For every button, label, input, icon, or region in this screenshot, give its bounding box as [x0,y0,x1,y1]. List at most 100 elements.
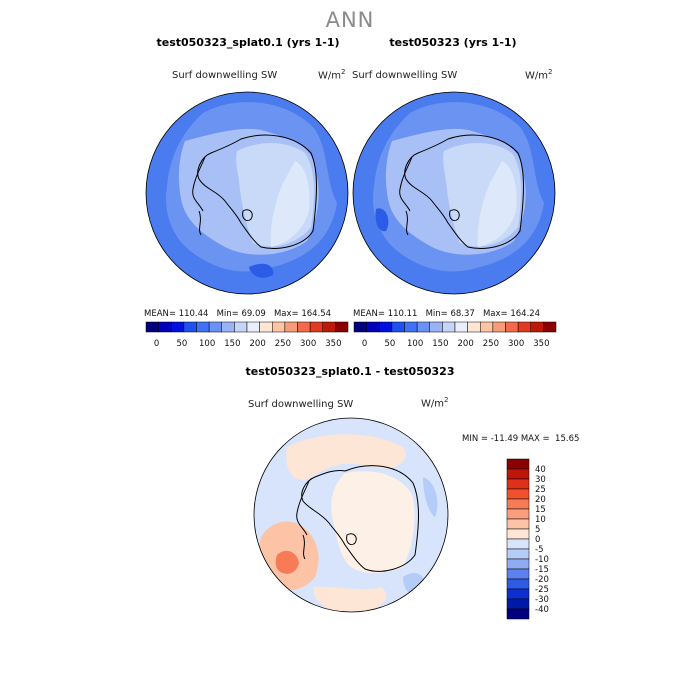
colorbar-tick-label: 0 [535,535,540,545]
colorbar-tick-label: 200 [458,339,474,349]
colorbar-tick-label: -10 [535,555,549,565]
colorbar-tick-label: 15 [535,505,546,515]
panel-1-units: W/m2 [318,68,346,82]
colorbar-swatch [297,321,311,333]
panel-2-units: W/m2 [525,68,553,82]
colorbar-swatch [492,321,506,333]
colorbar-swatch [221,321,235,333]
colorbar-swatch [506,568,530,580]
colorbar-tick-label: 300 [508,339,524,349]
colorbar-tick-label: 30 [535,475,546,485]
colorbar-swatch [506,588,530,600]
figure-title: ANN [325,8,375,32]
colorbar-tick-label: 100 [199,339,215,349]
antarctica-coastline [301,465,419,572]
ice-shelf [346,533,357,546]
diff-panel-title: test050323_splat0.1 - test050323 [245,365,455,378]
colorbar-swatch [506,498,530,510]
antarctic-peninsula [296,480,310,560]
colorbar-swatch [322,321,336,333]
colorbar-swatch [506,468,530,480]
colorbar-swatch [404,321,418,333]
colorbar-tick-label: 100 [407,339,423,349]
panel-1-field-label: Surf downwelling SW [172,70,278,81]
colorbar-tick-label: 150 [432,339,448,349]
colorbar-tick-label: 0 [362,339,367,349]
diff-field-positive [313,586,387,612]
colorbar-swatch [429,321,443,333]
colorbar-tick-label: 5 [535,525,540,535]
colorbar-swatch [158,321,172,333]
colorbar-swatch [506,518,530,530]
colorbar-swatch [506,608,530,620]
colorbar-tick-label: 300 [300,339,316,349]
panel-2-title: test050323 (yrs 1-1) [389,36,517,49]
colorbar-tick-label: 40 [535,465,546,475]
colorbar-swatch [506,538,530,550]
diff-field-label: Surf downwelling SW [248,399,354,410]
colorbar-tick-label: 50 [176,339,187,349]
colorbar-tick-label: -20 [535,575,549,585]
colorbar-swatch [506,478,530,490]
low-sw-patch [375,208,389,232]
panel-1-stats: MEAN= 110.44 Min= 69.09 Max= 164.54 [144,309,332,319]
colorbar-swatch [246,321,260,333]
colorbar-swatch [506,558,530,570]
colorbar-swatch [517,321,531,333]
panel-2-map-border [352,91,556,295]
colorbar-swatch [171,321,185,333]
shortwave-field-max [477,161,517,247]
panel-1-map [145,91,349,295]
colorbar-swatch [506,528,530,540]
diff-map-border [253,417,449,613]
colorbar-swatch [480,321,494,333]
colorbar-tick-label: 250 [275,339,291,349]
colorbar-swatch [506,458,530,470]
colorbar-swatch [506,578,530,590]
colorbar-swatch [234,321,248,333]
colorbar-tick-label: 25 [535,485,546,495]
diff-map [253,417,449,613]
colorbar-swatch [379,321,393,333]
colorbar-swatch [454,321,468,333]
panel-2-map [352,91,556,295]
colorbar-tick-label: -5 [535,545,543,555]
ice-shelf [242,209,253,222]
colorbar-swatch [506,598,530,610]
colorbar-swatch [467,321,481,333]
panel-1-map-border [145,91,349,295]
colorbar-tick-label: 20 [535,495,546,505]
colorbar-swatch [183,321,197,333]
colorbar-swatch [284,321,298,333]
colorbar-swatch [416,321,430,333]
colorbar-tick-label: 350 [533,339,549,349]
low-sw-patch [249,263,274,278]
colorbar-swatch [391,321,405,333]
colorbar-swatch [196,321,210,333]
colorbar-swatch [272,321,286,333]
colorbar-tick-label: -40 [535,605,549,615]
colorbar-swatch [506,508,530,520]
colorbar-swatch [506,548,530,560]
diff-field-negative [423,477,438,517]
antarctic-peninsula [192,156,206,236]
colorbar-swatch [506,488,530,500]
diff-stats: MIN = -11.49 MAX = 15.65 [462,434,580,444]
colorbar-tick-label: 150 [224,339,240,349]
shortwave-field-max [270,161,310,247]
colorbar-tick-label: 350 [325,339,341,349]
colorbar-swatch [505,321,519,333]
colorbar-swatch [442,321,456,333]
colorbar-tick-label: -15 [535,565,549,575]
colorbar-tick-label: 50 [384,339,395,349]
colorbar-tick-label: -25 [535,585,549,595]
colorbar-swatch [259,321,273,333]
antarctica-coastline [404,134,524,249]
colorbar-swatch [353,321,367,333]
colorbar-swatch [335,321,349,333]
colorbar-tick-label: 200 [250,339,266,349]
colorbar-tick-label: 250 [483,339,499,349]
diff-units: W/m2 [421,396,449,410]
colorbar-swatch [543,321,557,333]
